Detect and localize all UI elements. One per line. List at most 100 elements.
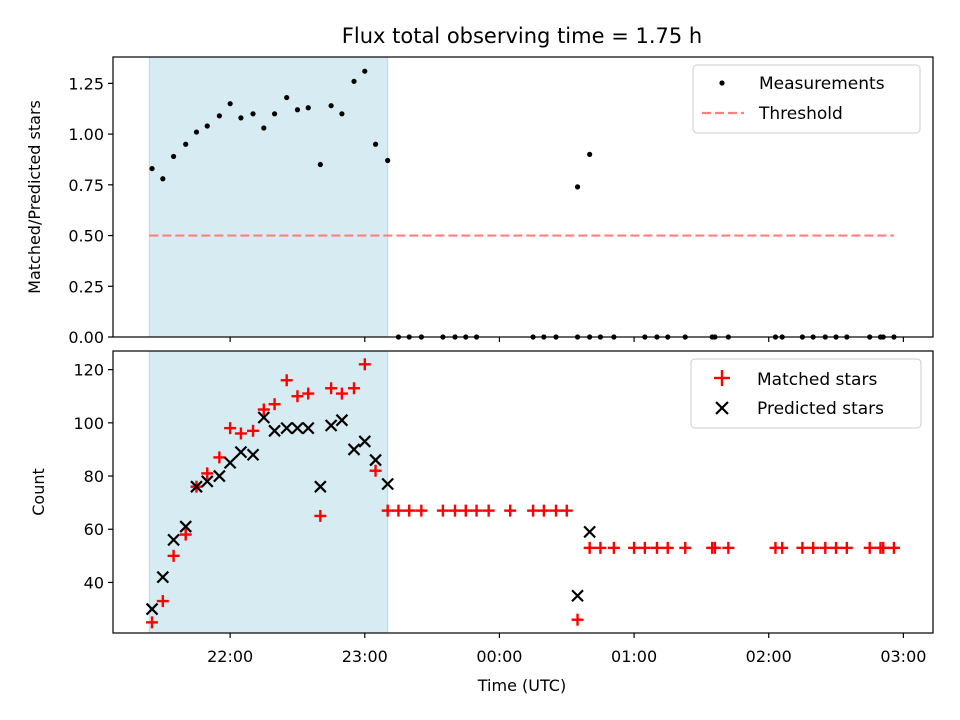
predicted-star-point [358,435,372,448]
matched-star-point [537,504,550,517]
bottom-y-ticks: 40 60 80 100 120 [73,361,113,592]
matched-star-point [335,387,348,400]
predicted-star-point [571,589,584,603]
measurement-point [294,107,301,113]
matched-star-point [234,427,247,440]
matched-star-point [796,541,809,554]
matched-star-point [722,541,735,554]
predicted-star-point [314,480,327,493]
bottom-legend: Matched stars Predicted stars [690,358,922,429]
x-tick-label: 22:00 [207,647,253,666]
matched-star-point [213,451,226,464]
legend-matched-marker [714,370,730,386]
measurement-point [250,111,256,117]
x-tick-label: 00:00 [476,647,522,666]
measurement-point [160,176,166,182]
x-tick-label: 01:00 [611,647,657,666]
matched-star-point [224,422,237,435]
matched-star-point [436,504,449,517]
predicted-star-point [291,421,304,435]
predicted-star-point [347,443,361,456]
x-tick-label: 02:00 [746,647,792,666]
x-tick-label: 23:00 [342,647,388,666]
measurement-point [216,113,222,119]
y-tick-label: 0.00 [68,328,104,347]
measurement-point [339,111,345,117]
predicted-star-point [335,413,349,427]
matched-star-point [830,541,843,554]
y-tick-label: 1.25 [68,74,104,93]
matched-star-point [482,504,495,517]
matched-star-point [358,358,371,371]
predicted-star-point [369,453,382,467]
predicted-star-point [257,411,271,424]
measurement-point [587,151,593,157]
matched-star-point [628,541,641,554]
matched-star-point [167,549,180,562]
top-y-ticks: 0.00 0.25 0.50 0.75 1.00 1.25 [68,74,113,347]
top-legend: Measurements Threshold [692,64,921,134]
legend-predicted-marker [715,401,729,415]
predicted-star-point [190,480,203,493]
top-x-ticks [229,337,904,342]
measurement-point [305,105,311,111]
top-axes-frame [112,56,934,338]
matched-star-point [560,504,573,517]
y-tick-label: 40 [84,573,104,592]
matched-star-point [449,504,462,517]
measurement-point [328,103,334,109]
matched-star-point [403,504,416,517]
bottom-x-ticks: 22:00 23:00 00:00 01:00 02:00 03:00 [207,633,926,666]
predicted-star-point [223,456,237,470]
matched-star-point [840,541,853,554]
measurement-point [385,157,391,164]
bottom-panel: 40 60 80 100 120 22:00 23:00 00:00 01:00 02:00 03… [29,350,934,695]
predicted-star-point [268,424,281,438]
predicted-star-point [324,419,338,432]
measurement-point [317,161,323,168]
bottom-axes-frame [112,350,934,634]
measurement-point [284,94,290,101]
matched-star-point [638,541,651,554]
x-tick-label: 03:00 [880,647,926,666]
legend-measurements: Measurements [759,74,885,94]
y-tick-label: 1.00 [68,125,104,144]
bottom-y-axis-label: Count [29,468,48,516]
predicted-stars-points [145,411,596,616]
top-legend-box [692,64,921,134]
matched-star-point [268,398,281,411]
measurement-point [261,125,267,131]
chart-title: Flux total observing time = 1.75 h [342,24,702,48]
matched-star-point [776,541,789,554]
matched-stars-points [146,358,900,629]
matched-star-point [314,509,327,522]
measurement-point [372,141,379,147]
matched-star-point [280,374,293,387]
legend-matched-stars: Matched stars [757,370,877,390]
matched-star-point [381,504,394,517]
matched-star-point [156,595,169,608]
matched-star-point [201,467,214,480]
matched-star-point [369,464,382,477]
matched-star-point [571,613,584,626]
matched-star-point [549,504,562,517]
matched-star-point [179,528,192,541]
matched-star-point [819,541,832,554]
predicted-star-point [246,448,260,462]
predicted-star-point [179,520,192,533]
matched-star-point [459,504,472,517]
measurement-point [351,78,357,84]
measurement-point [170,153,177,160]
matched-star-point [661,541,674,554]
predicted-star-point [234,445,248,459]
matched-star-point [470,504,483,517]
y-tick-label: 0.75 [68,176,104,195]
matched-star-point [302,387,315,400]
matched-star-point [392,504,405,517]
matched-star-point [607,541,620,554]
predicted-star-point [213,469,226,483]
y-tick-label: 0.50 [68,227,104,246]
y-tick-label: 60 [84,520,104,539]
matched-star-point [594,541,607,554]
